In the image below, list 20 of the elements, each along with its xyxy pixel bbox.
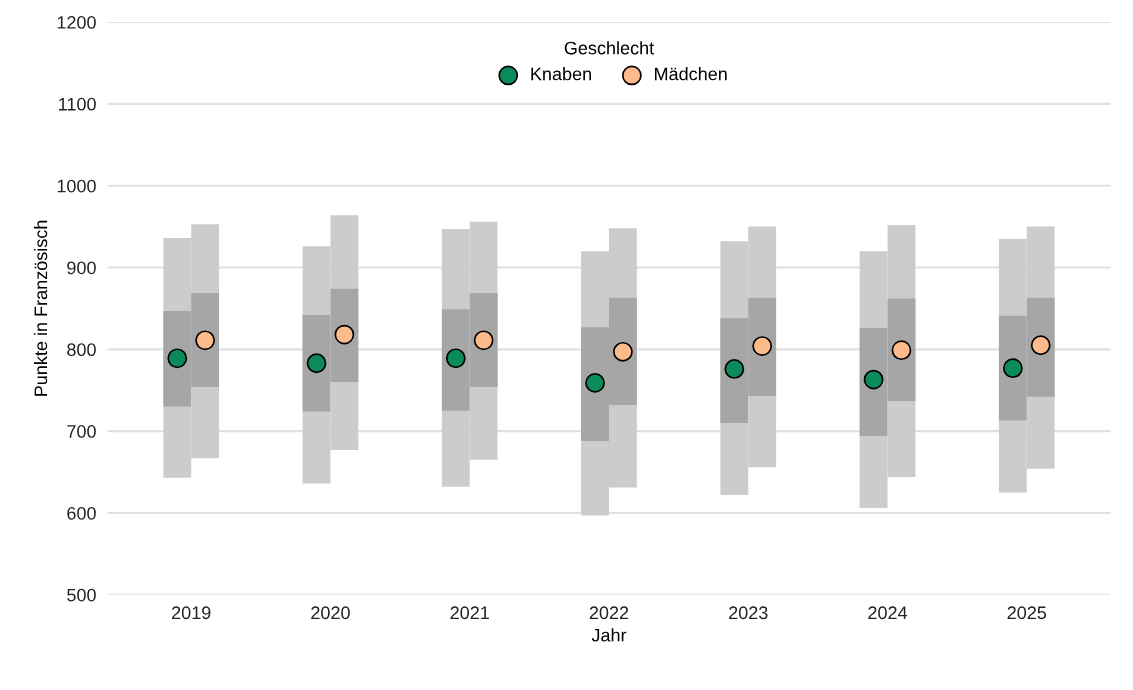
y-tick-label: 1200 <box>57 16 96 29</box>
x-tick-label: 2022 <box>589 606 629 620</box>
x-tick-label: 2023 <box>729 606 768 620</box>
x-tick-label: 2024 <box>868 606 908 620</box>
x-tick-label: 2021 <box>450 606 489 620</box>
x-tick-label: 2025 <box>1007 606 1047 620</box>
y-tick-label: 1100 <box>59 97 96 111</box>
y-tick-label: 1000 <box>57 179 96 193</box>
legend-title: Geschlecht <box>564 41 655 55</box>
y-tick-label: 500 <box>67 588 96 602</box>
y-tick-label: 700 <box>67 425 96 438</box>
y-tick-label: 800 <box>67 343 96 357</box>
legend-label: Knaben <box>531 67 591 81</box>
x-axis-title: Jahr <box>591 628 627 642</box>
y-tick-label: 900 <box>67 261 96 275</box>
x-tick-label: 2019 <box>172 606 211 620</box>
y-axis-title: Punkte in Französisch <box>33 220 48 396</box>
x-tick-label: 2020 <box>311 606 350 620</box>
legend-label: Mädchen <box>655 67 727 81</box>
y-tick-label: 600 <box>67 506 96 520</box>
